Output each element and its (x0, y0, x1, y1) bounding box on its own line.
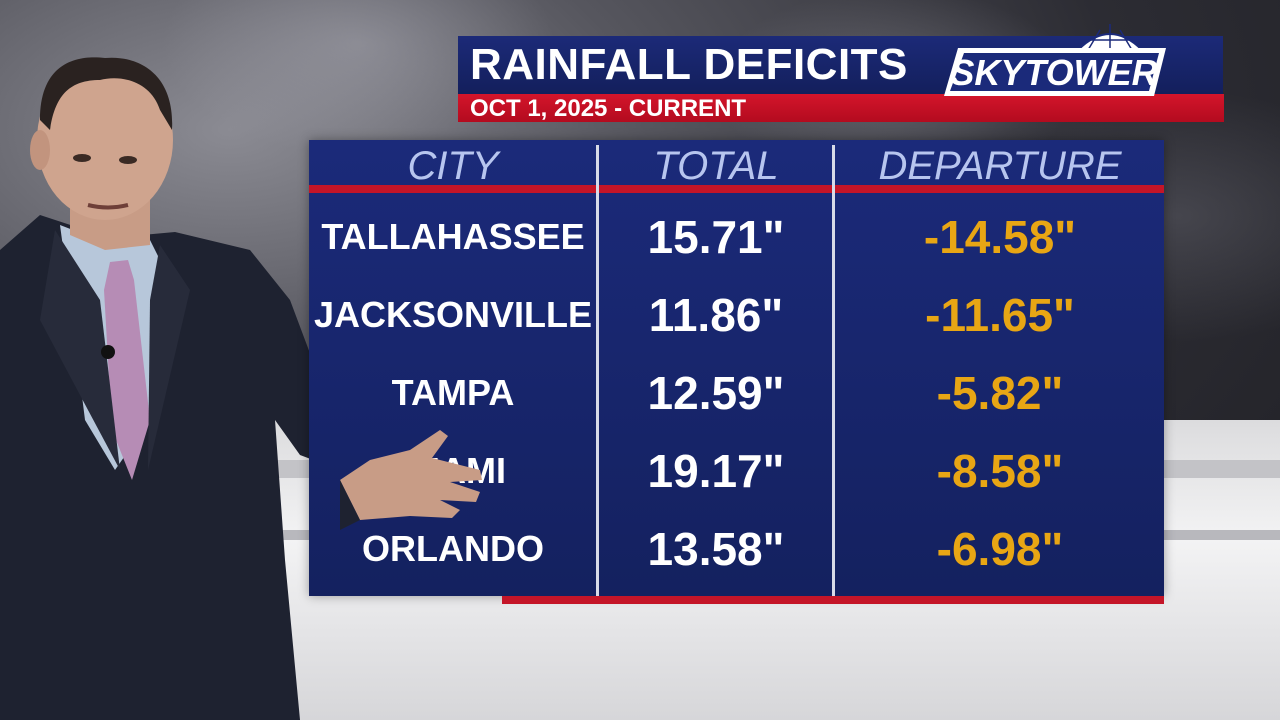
city-cell: TALLAHASSEE (321, 216, 585, 257)
column-divider (596, 145, 599, 596)
departure-cell: -11.65" (925, 289, 1075, 341)
departure-cell: -5.82" (936, 367, 1064, 419)
presenter-figure (0, 57, 360, 720)
header-departure: DEPARTURE (878, 144, 1122, 188)
city-cell: TAMPA (391, 372, 515, 413)
total-cell: 12.59" (647, 367, 785, 419)
header-city: CITY (407, 144, 499, 188)
table-row: TALLAHASSEE 15.71" -14.58" (309, 198, 1164, 276)
date-range-subtitle: OCT 1, 2025 - CURRENT (470, 95, 747, 122)
presenter-hand (340, 430, 482, 530)
header-total: TOTAL (653, 144, 779, 188)
table-footer-accent (502, 596, 1164, 604)
radar-dome-icon: SKYTOWER (944, 24, 1166, 96)
total-cell: 13.58" (647, 523, 785, 575)
departure-cell: -14.58" (923, 211, 1077, 263)
page-title: RAINFALL DEFICITS (470, 40, 908, 89)
column-divider (832, 145, 835, 596)
table-body: TALLAHASSEE 15.71" -14.58" JACKSONVILLE … (309, 198, 1164, 588)
subtitle-banner: OCT 1, 2025 - CURRENT (458, 94, 1224, 122)
total-cell: 11.86" (648, 289, 784, 341)
rainfall-table: CITY TOTAL DEPARTURE TALLAHASSEE 15.71" … (309, 140, 1164, 604)
departure-cell: -6.98" (936, 523, 1064, 575)
logo-text: SKYTOWER (950, 52, 1157, 93)
header-divider (309, 185, 1164, 193)
total-cell: 15.71" (647, 211, 785, 263)
total-cell: 19.17" (647, 445, 785, 497)
table-row: ORLANDO 13.58" -6.98" (309, 510, 1164, 588)
table-row: TAMPA 12.59" -5.82" (309, 354, 1164, 432)
skytower-logo: SKYTOWER (940, 20, 1170, 100)
departure-cell: -8.58" (936, 445, 1064, 497)
city-cell: ORLANDO (362, 528, 544, 569)
table-row: JACKSONVILLE 11.86" -11.65" (309, 276, 1164, 354)
city-cell: JACKSONVILLE (313, 294, 593, 335)
